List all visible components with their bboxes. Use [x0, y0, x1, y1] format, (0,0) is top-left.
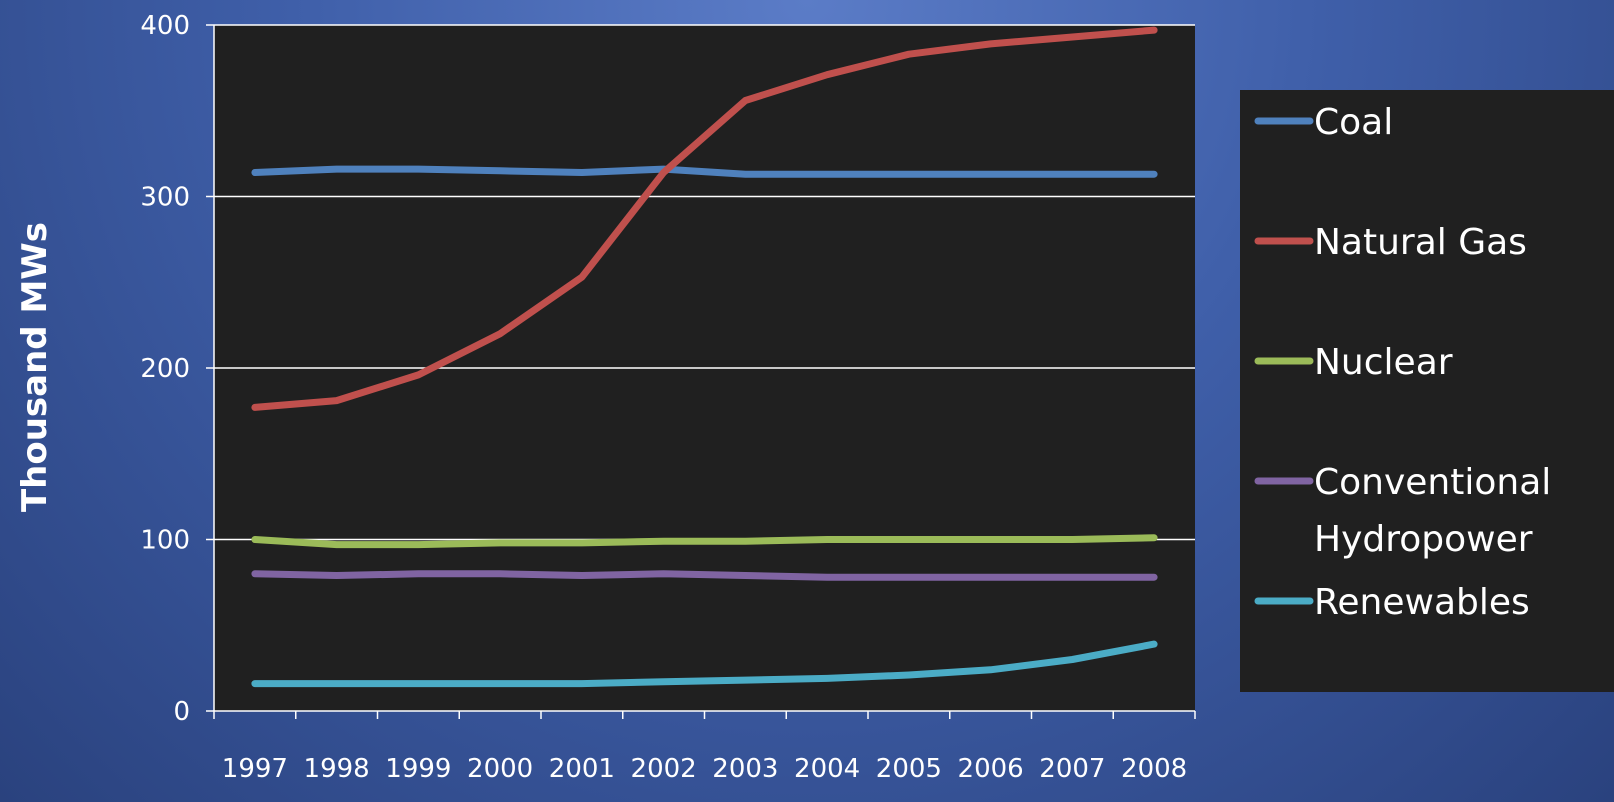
x-tick-label: 2001 [549, 754, 615, 784]
x-tick-label: 2007 [1039, 754, 1105, 784]
x-tick-label: 2008 [1121, 754, 1187, 784]
x-tick-label: 2003 [712, 754, 778, 784]
y-tick-label: 300 [140, 183, 190, 213]
y-tick-label: 200 [140, 354, 190, 384]
legend-label-natural-gas: Natural Gas [1314, 222, 1527, 263]
x-tick-label: 1997 [222, 754, 288, 784]
y-tick-label: 100 [140, 526, 190, 556]
x-tick-label: 2005 [876, 754, 942, 784]
series-line-conventional-hydropower [251, 570, 1158, 581]
legend: Coal Natural Gas Nuclear Conventional Hydrop… [1240, 90, 1614, 692]
y-tick-label: 400 [140, 11, 190, 41]
legend-label-coal: Coal [1314, 102, 1393, 143]
x-tick-label: 1998 [304, 754, 370, 784]
x-tick-label: 2004 [794, 754, 860, 784]
legend-label-conventional-hydropower: Conventional [1314, 462, 1551, 503]
series-line-renewables [251, 640, 1158, 688]
series-line-coal [251, 165, 1158, 178]
x-tick-label: 2006 [958, 754, 1024, 784]
legend-label-renewables: Renewables [1314, 582, 1530, 623]
series-lines [251, 26, 1158, 688]
x-tick-label: 2002 [631, 754, 697, 784]
legend-box [1240, 90, 1614, 692]
series-line-nuclear [251, 534, 1158, 549]
series-line-natural-gas [251, 26, 1158, 411]
legend-label-nuclear: Nuclear [1314, 342, 1453, 383]
y-tick-label: 0 [173, 697, 190, 727]
x-tick-label: 1999 [385, 754, 451, 784]
axes: 0 100 200 300 400 1997 1998 1999 2000 2001 2002 200… [140, 11, 1196, 784]
legend-label-conventional-hydropower: Hydropower [1314, 519, 1533, 560]
y-axis-label: Thousand MWs [15, 222, 55, 512]
x-tick-label: 2000 [467, 754, 533, 784]
